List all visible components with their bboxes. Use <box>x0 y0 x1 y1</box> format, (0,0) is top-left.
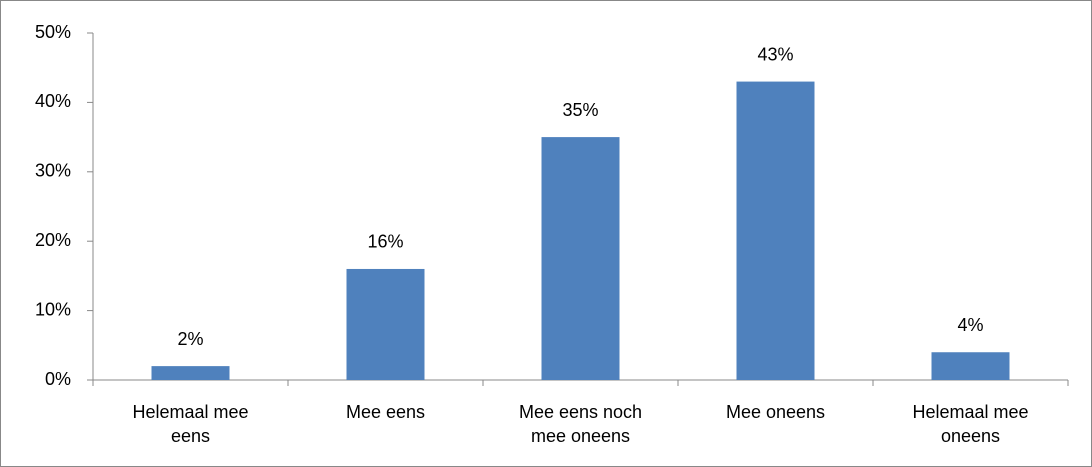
bar <box>541 137 620 380</box>
x-tick-label: Mee eens <box>345 402 426 422</box>
y-tick-label: 20% <box>35 230 71 250</box>
data-label: 35% <box>562 100 598 120</box>
y-tick-label: 50% <box>35 22 71 42</box>
data-label: 2% <box>177 329 203 349</box>
y-tick-label: 40% <box>35 91 71 111</box>
bar <box>151 366 230 380</box>
y-tick-label: 10% <box>35 299 71 319</box>
bar <box>346 268 425 380</box>
x-tick-label: Mee oneens <box>725 402 826 422</box>
data-label: 43% <box>757 44 793 64</box>
data-label: 4% <box>957 315 983 335</box>
y-tick-label: 30% <box>35 161 71 181</box>
x-tick-label: Helemaal mee oneens <box>912 402 1029 446</box>
x-tick-label: Mee eens noch mee oneens <box>518 402 643 446</box>
y-tick-label: 0% <box>45 369 71 389</box>
x-tick-label: Helemaal mee eens <box>132 402 249 446</box>
bar <box>736 81 815 380</box>
bar <box>931 352 1010 380</box>
data-label: 16% <box>367 232 403 252</box>
